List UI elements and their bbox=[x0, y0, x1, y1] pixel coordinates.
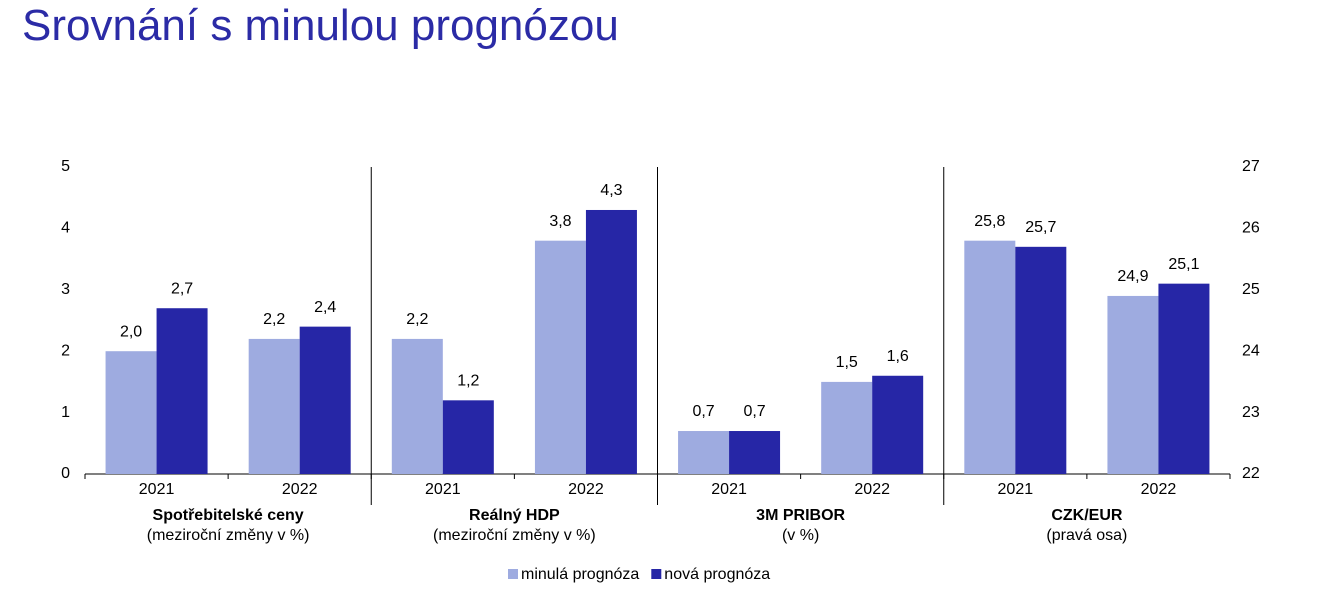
value-label: 4,3 bbox=[600, 182, 622, 199]
x-tick-label: 2022 bbox=[1141, 481, 1177, 498]
bar bbox=[1158, 283, 1210, 474]
bar bbox=[964, 240, 1016, 474]
x-tick-label: 2021 bbox=[139, 481, 175, 498]
x-tick-label: 2021 bbox=[425, 481, 461, 498]
bar bbox=[391, 338, 443, 474]
group-subtitle: (meziroční změny v %) bbox=[147, 527, 310, 544]
value-label: 1,6 bbox=[887, 348, 909, 365]
value-label: 25,1 bbox=[1168, 256, 1199, 273]
value-label: 3,8 bbox=[549, 213, 571, 230]
y2-tick-label: 26 bbox=[1242, 220, 1260, 237]
bar bbox=[442, 400, 494, 474]
bar bbox=[729, 431, 781, 474]
bar bbox=[534, 240, 586, 474]
value-label: 2,2 bbox=[263, 311, 285, 328]
bar bbox=[299, 326, 351, 474]
group-label: Spotřebitelské ceny bbox=[153, 507, 304, 524]
y2-tick-label: 25 bbox=[1242, 281, 1260, 298]
group-label: Reálný HDP bbox=[469, 507, 560, 524]
y-tick-label: 0 bbox=[61, 465, 70, 482]
legend-swatch bbox=[508, 569, 518, 579]
bar bbox=[1107, 295, 1159, 474]
y-tick-label: 4 bbox=[61, 220, 70, 237]
value-label: 25,8 bbox=[974, 213, 1005, 230]
y2-tick-label: 27 bbox=[1242, 158, 1260, 175]
y2-tick-label: 23 bbox=[1242, 404, 1260, 421]
value-label: 1,5 bbox=[836, 354, 858, 371]
value-label: 2,4 bbox=[314, 299, 336, 316]
chart-title: Srovnání s minulou prognózou bbox=[22, 1, 619, 50]
legend-swatch bbox=[651, 569, 662, 579]
y-tick-label: 1 bbox=[61, 404, 70, 421]
y2-tick-label: 22 bbox=[1242, 465, 1260, 482]
x-tick-label: 2021 bbox=[711, 481, 747, 498]
bar bbox=[872, 375, 924, 474]
value-label: 0,7 bbox=[692, 403, 714, 420]
value-label: 24,9 bbox=[1117, 268, 1148, 285]
y2-tick-label: 24 bbox=[1242, 342, 1260, 359]
x-tick-label: 2022 bbox=[854, 481, 890, 498]
group-label: CZK/EUR bbox=[1051, 507, 1123, 524]
group-subtitle: (meziroční změny v %) bbox=[433, 527, 596, 544]
bar bbox=[248, 338, 300, 474]
bar bbox=[821, 381, 873, 474]
value-label: 0,7 bbox=[743, 403, 765, 420]
bar bbox=[1015, 246, 1067, 474]
legend-label: nová prognóza bbox=[664, 566, 770, 583]
value-label: 2,0 bbox=[120, 323, 142, 340]
bar bbox=[156, 308, 208, 474]
bar bbox=[678, 431, 730, 474]
value-label: 25,7 bbox=[1025, 219, 1056, 236]
y-tick-label: 3 bbox=[61, 281, 70, 298]
bar bbox=[585, 209, 637, 475]
group-label: 3M PRIBOR bbox=[756, 507, 845, 524]
y-tick-label: 5 bbox=[61, 158, 70, 175]
x-tick-label: 2021 bbox=[998, 481, 1034, 498]
x-tick-label: 2022 bbox=[282, 481, 318, 498]
value-label: 2,7 bbox=[171, 280, 193, 297]
y-tick-label: 2 bbox=[61, 342, 70, 359]
bar bbox=[105, 351, 157, 474]
value-label: 1,2 bbox=[457, 373, 479, 390]
legend-label: minulá prognóza bbox=[521, 566, 639, 583]
group-subtitle: (pravá osa) bbox=[1046, 527, 1127, 544]
x-tick-label: 2022 bbox=[568, 481, 604, 498]
group-subtitle: (v %) bbox=[782, 527, 819, 544]
value-label: 2,2 bbox=[406, 311, 428, 328]
